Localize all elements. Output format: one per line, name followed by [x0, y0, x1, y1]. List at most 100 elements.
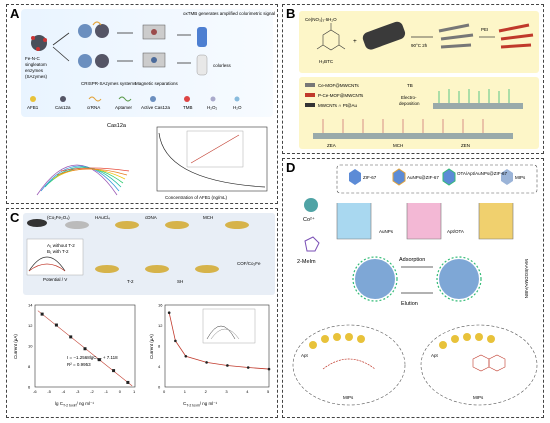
data-point: [97, 358, 101, 362]
legend-aptamer: Aptamer: [115, 105, 133, 110]
legend-cas12a: Cas12a: [55, 105, 71, 110]
data-point: [54, 323, 58, 327]
potential-label: Potential / V: [43, 277, 67, 282]
apt2-label: Apt: [431, 353, 439, 358]
plot1-xlabel: lg CT-2 toxin/ ng ml⁻¹: [55, 401, 94, 408]
legend-zif67: ZIF-67: [363, 175, 377, 180]
panel-b: B Ce(NO₃)₃·6H₂O H₃BTC + 90°C 2h PEI Ce-M…: [282, 4, 544, 154]
plot2-xlabel: CT-2 toxin/ ng ml⁻¹: [183, 401, 218, 408]
cnt-icon: [362, 21, 406, 50]
x-tick-label: -3: [76, 389, 80, 394]
magnetic-label: Magnetic separations: [135, 81, 179, 86]
step-haucl4: HAuCl₄: [95, 215, 110, 220]
aunps-zif-icon: [392, 168, 406, 186]
crispr-complex-icon: [78, 21, 109, 68]
panel-a: A Fe-N-C singleatom enzymes (SAzymes): [6, 4, 278, 204]
legend-active-cas12a: Active Cas12a: [141, 105, 171, 110]
x-tick-label: 1: [133, 389, 136, 394]
afb1-axis-label: Concentration of AFB1 (ng/mL): [165, 195, 228, 200]
step-cofe: (Co₁Fe₂O₄): [47, 215, 70, 220]
data-point: [226, 364, 229, 367]
electrode-step-1-icon: [65, 221, 89, 229]
active-cas12a-icon: [150, 96, 156, 102]
electrode-step-4-icon: [225, 221, 249, 229]
ota-molecule-icon: [472, 354, 506, 372]
panel-c-figure: (Co₁Fe₂O₄) HAuCl₄ cDNA MCH A₁ without T-…: [13, 213, 275, 408]
legend-aunps-zif67: AuNPs@ZIF-67: [407, 175, 439, 180]
y-tick-label: 14: [28, 303, 33, 308]
synthesis-bg: [299, 11, 539, 73]
legend-ce-mof: Ce-MOF@MWCNTs: [318, 83, 360, 88]
beakers: [336, 203, 514, 240]
legend-h2o: H₂O: [233, 105, 242, 110]
h2o-icon: [234, 96, 240, 102]
plot2-ylabel: Current (μA): [149, 334, 154, 359]
btc-molecule-icon: [316, 23, 346, 51]
co-ion-icon: [304, 198, 318, 212]
zoom-ellipse-1: [292, 324, 406, 406]
legend-mwcnts-ptau: MWCNTs ∩ Pt@Au: [318, 103, 358, 108]
electrode-step-3-icon: [165, 221, 189, 229]
plot1-frame: [34, 304, 136, 388]
y-tick-label: 8: [158, 344, 161, 349]
tube-clear-icon: [196, 54, 208, 76]
data-point: [174, 339, 177, 343]
electro-label: Electro-: [401, 95, 417, 100]
pei-label: PEI: [481, 27, 488, 32]
zif67-icon: [349, 169, 361, 185]
sensor-bg: [23, 213, 275, 295]
bare-electrode-icon: [27, 219, 47, 227]
spectra-waterfall: [36, 164, 130, 196]
tmb-icon: [184, 96, 190, 102]
y-tick-label: 10: [28, 344, 33, 349]
panel-c: C (Co₁Fe₂O₄) HAuCl₄ cDNA MCH A₁ without …: [6, 208, 278, 418]
afb1-icon: [30, 96, 36, 102]
plot1-ylabel: Current (μA): [13, 334, 18, 359]
electrode-array-icon: [433, 89, 523, 109]
mips2-label: MIPs: [473, 395, 484, 400]
data-point: [69, 335, 73, 339]
legend-ota-apt: OTA/Apt/AuNPs@ZIF-67: [457, 171, 507, 176]
cas12a-icon: [60, 96, 66, 102]
panel-d-legend-box: [336, 164, 538, 194]
x-tick-label: 4: [246, 389, 249, 394]
plot1-r2: R² = 0.9953: [67, 362, 91, 367]
afb1-plot: [156, 126, 268, 192]
colorless-label: colorless: [213, 63, 232, 68]
enzymes-label: enzymes: [25, 68, 44, 73]
data-point: [112, 369, 116, 373]
legend-h2o2: H₂O₂: [207, 105, 217, 110]
x-tick-label: -6: [33, 389, 37, 394]
step-sh: SH: [177, 279, 183, 284]
zoom-ellipse-2: [420, 324, 538, 406]
spectra-label: Cas12a: [107, 123, 127, 129]
dpv-legend-a: A₁ without T-2: [47, 243, 75, 248]
aptamer-icon: [118, 96, 132, 102]
x-tick-label: -2: [90, 389, 94, 394]
crrna-icon: [88, 96, 102, 102]
y-tick-label: 12: [158, 323, 163, 328]
sazymes-label: (SAzymes): [25, 74, 48, 79]
plot1-equation: I = −1.2568lgCT-2 + 7.118: [67, 355, 118, 362]
data-point: [167, 311, 171, 314]
data-point: [83, 347, 87, 351]
panel-label-c: C: [10, 210, 20, 225]
x-tick-label: -1: [104, 389, 108, 394]
y-tick-label: 6: [28, 385, 31, 390]
ota-apt-icon: [442, 168, 456, 186]
data-point: [205, 361, 208, 364]
t2-linear-plot: -6 -5 -4 -3 -2 -1 0 1 6 8 10 12 14: [28, 303, 136, 395]
mof-particle-2-icon: [436, 256, 482, 302]
co-label: Co²⁺: [303, 216, 315, 223]
y-tick-label: 0: [158, 385, 161, 390]
sazyme-cluster-icon: [31, 35, 47, 51]
panel-b-legend: Ce-MOF@MWCNTs P-Ce-MOF@MWCNTs MWCNTs ∩ P…: [305, 83, 364, 108]
apt-ota-label: Apt/OTA: [447, 229, 464, 234]
x-tick-label: -4: [62, 389, 66, 394]
apt1-label: Apt: [301, 353, 309, 358]
oxtmb-label: oxTMB generates amplified colorimetric s…: [183, 11, 275, 16]
fe-nc-label: Fe-N-C: [25, 56, 40, 61]
step-zen: ZEN: [461, 143, 470, 148]
step-mch: MCH: [203, 215, 213, 220]
